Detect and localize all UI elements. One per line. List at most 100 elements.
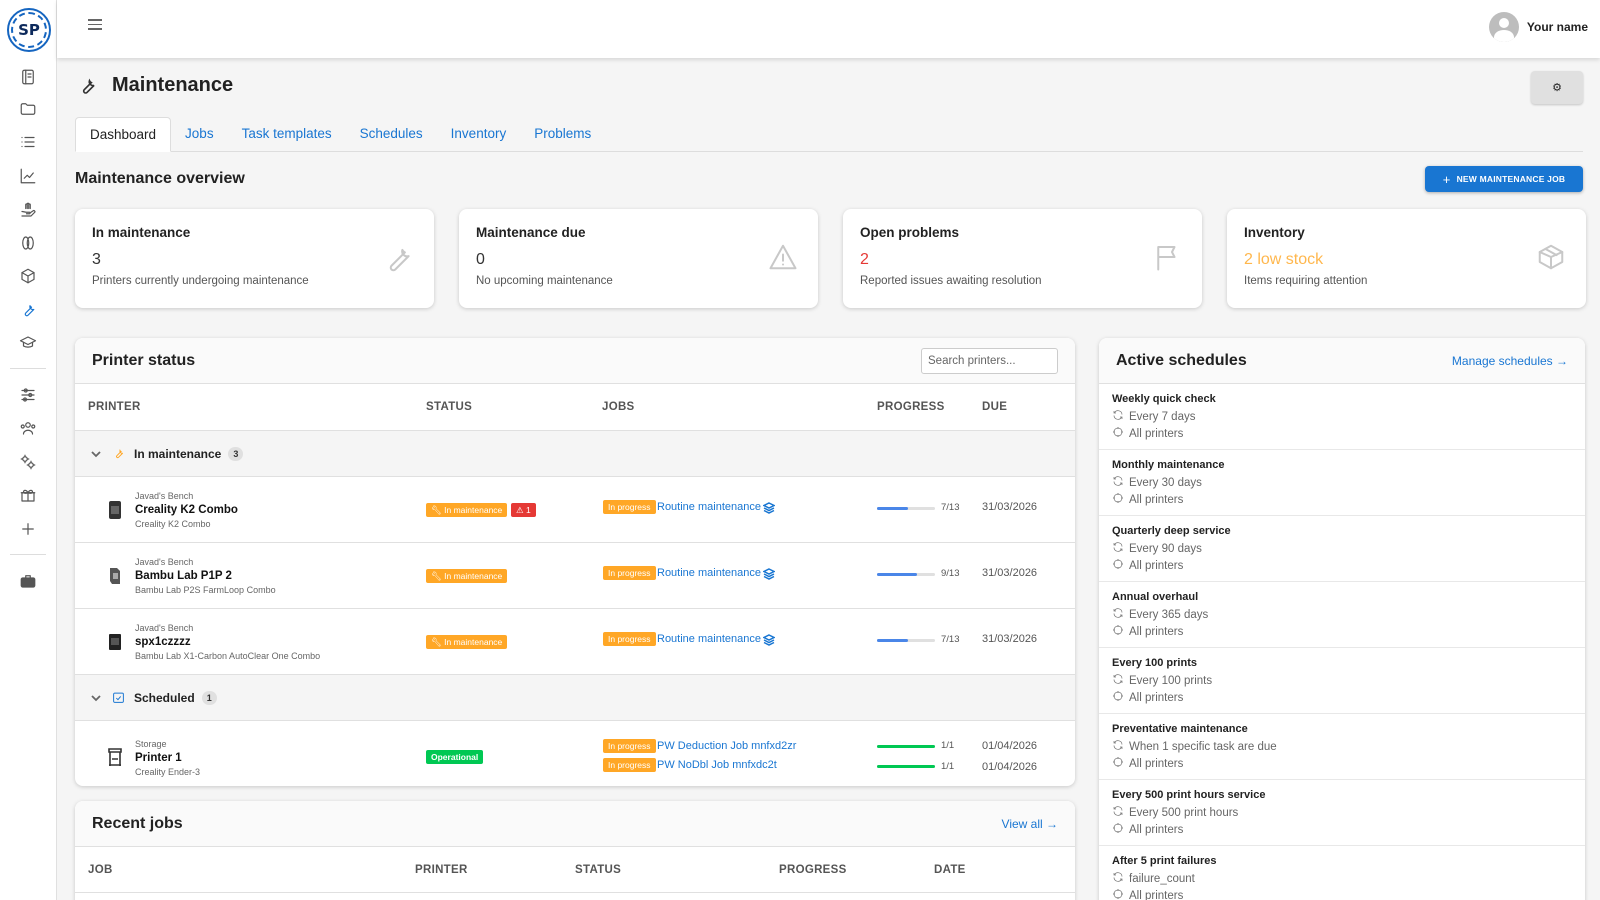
printer-name[interactable]: Printer 1 (135, 752, 182, 764)
progress-bar (877, 573, 935, 576)
column-header[interactable]: JOB (88, 864, 113, 876)
table-row[interactable]: Javad's Bench Bambu Lab P1P 2 Bambu Lab … (75, 543, 1075, 609)
group-row-scheduled[interactable]: Scheduled 1 (75, 675, 1075, 721)
briefcase-icon[interactable] (17, 570, 39, 592)
job-link[interactable]: PW NoDbl Job mnfxdc2t (657, 759, 777, 771)
gift-icon[interactable] (17, 484, 39, 506)
card-title: Inventory (1244, 225, 1305, 240)
folder-icon[interactable] (17, 98, 39, 120)
app-logo[interactable]: SP (7, 8, 51, 52)
sliders-icon[interactable] (17, 384, 39, 406)
avatar[interactable] (1488, 12, 1519, 42)
table-row[interactable]: Javad's Bench Creality K2 Combo Creality… (75, 477, 1075, 543)
job-link[interactable]: Routine maintenance (657, 567, 761, 579)
list-icon[interactable] (17, 131, 39, 153)
scope-text: All printers (1129, 757, 1184, 770)
due-date: 31/03/2026 (982, 633, 1038, 645)
job-link[interactable]: PW Deduction Job mnfxd2zr (657, 740, 797, 752)
username[interactable]: Your name (1526, 20, 1588, 34)
tab-jobs[interactable]: Jobs (185, 126, 214, 141)
stat-card-inventory[interactable]: Inventory 2 low stock Items requiring at… (1227, 209, 1586, 308)
plus-icon[interactable] (17, 518, 39, 540)
column-header[interactable]: PROGRESS (779, 864, 847, 876)
wrench-icon: 🔧︎ (431, 505, 445, 515)
tab-schedules[interactable]: Schedules (359, 126, 423, 141)
table-row[interactable]: Storage Printer 1 Creality Ender-3 Opera… (75, 721, 1075, 786)
stat-card-open-problems[interactable]: Open problems 2 Reported issues awaiting… (843, 209, 1202, 308)
settings-button[interactable]: ⚙ (1531, 71, 1583, 104)
schedule-item[interactable]: Monthly maintenance Every 30 days All prin… (1099, 450, 1585, 516)
schedule-interval: Every 7 days (1112, 409, 1195, 424)
hand-icon[interactable] (17, 199, 39, 221)
tab-problems[interactable]: Problems (534, 126, 592, 141)
column-header[interactable]: DATE (934, 864, 966, 876)
column-header[interactable]: STATUS (426, 401, 473, 413)
search-printers-input[interactable] (921, 348, 1058, 374)
column-header[interactable]: PROGRESS (877, 401, 945, 413)
job-link[interactable]: Routine maintenance (657, 633, 761, 645)
panel-title: Recent jobs (92, 815, 183, 832)
filament-icon[interactable] (17, 232, 39, 254)
column-header[interactable]: PRINTER (415, 864, 468, 876)
user-menu[interactable]: Your name (1488, 12, 1588, 42)
wrench-icon[interactable] (17, 299, 39, 321)
status-text: In maintenance (444, 505, 503, 515)
schedule-item[interactable]: After 5 print failures failure_count All p… (1099, 846, 1585, 900)
notebook-icon[interactable] (17, 66, 39, 88)
printer-status-panel: Printer status PRINTER STATUS JOBS PROGR… (75, 338, 1075, 786)
stat-card-maintenance-due[interactable]: Maintenance due 0 No upcoming maintenanc… (459, 209, 818, 308)
schedule-item[interactable]: Every 100 prints Every 100 prints All prin… (1099, 648, 1585, 714)
chart-line-icon[interactable] (17, 165, 39, 187)
schedule-item[interactable]: Quarterly deep service Every 90 days All p… (1099, 516, 1585, 582)
schedule-item[interactable]: Weekly quick check Every 7 days All printe… (1099, 384, 1585, 450)
stat-card-in-maintenance[interactable]: In maintenance 3 Printers currently unde… (75, 209, 434, 308)
schedule-scope: All printers (1112, 492, 1183, 507)
refresh-icon (1112, 673, 1124, 688)
progress-count: 9/13 (941, 568, 960, 579)
view-all-link[interactable]: View all → (1001, 817, 1058, 831)
job-link[interactable]: Routine maintenance (657, 501, 761, 513)
column-header[interactable]: DUE (982, 401, 1008, 413)
wrench-icon (82, 77, 95, 94)
printer-name[interactable]: Bambu Lab P1P 2 (135, 570, 232, 582)
alert-badge[interactable]: ⚠ 1 (511, 503, 536, 517)
interval-text: Every 30 days (1129, 476, 1202, 489)
logo-text: SP (11, 12, 47, 48)
tab-inventory[interactable]: Inventory (450, 126, 507, 141)
graduation-cap-icon[interactable] (17, 332, 39, 354)
schedule-item[interactable]: Preventative maintenance When 1 specific … (1099, 714, 1585, 780)
printer-name[interactable]: Creality K2 Combo (135, 504, 238, 516)
column-header[interactable]: PRINTER (88, 401, 141, 413)
tab-task-templates[interactable]: Task templates (241, 126, 332, 141)
progress-fill (877, 745, 935, 748)
wrench-icon (384, 242, 414, 272)
new-maintenance-job-button[interactable]: + NEW MAINTENANCE JOB (1425, 166, 1583, 192)
layers-icon[interactable] (762, 502, 776, 514)
manage-schedules-link[interactable]: Manage schedules → (1451, 354, 1568, 368)
scope-text: All printers (1129, 691, 1184, 704)
progress-count: 7/13 (941, 502, 960, 513)
users-icon[interactable] (17, 417, 39, 439)
plus-icon: + (1442, 171, 1451, 187)
group-count-badge: 3 (228, 446, 244, 461)
target-icon (1112, 822, 1124, 837)
layers-icon[interactable] (762, 634, 776, 646)
chevron-down-icon[interactable] (90, 448, 102, 460)
schedule-item[interactable]: Every 500 print hours service Every 500 p… (1099, 780, 1585, 846)
cube-icon[interactable] (17, 265, 39, 287)
column-header[interactable]: JOBS (602, 401, 635, 413)
menu-icon[interactable] (83, 16, 107, 40)
layers-icon[interactable] (762, 568, 776, 580)
gears-icon[interactable] (17, 451, 39, 473)
card-subtitle: Printers currently undergoing maintenanc… (92, 275, 309, 287)
printer-name[interactable]: spx1czzzz (135, 636, 191, 648)
tab-dashboard[interactable]: Dashboard (75, 117, 172, 152)
printer-location: Storage (135, 739, 167, 749)
group-row-in-maintenance[interactable]: In maintenance 3 (75, 431, 1075, 477)
schedule-scope: All printers (1112, 624, 1183, 639)
schedule-item[interactable]: Annual overhaul Every 365 days All printer… (1099, 582, 1585, 648)
column-header[interactable]: STATUS (575, 864, 622, 876)
card-value: 0 (476, 251, 485, 268)
chevron-down-icon[interactable] (90, 692, 102, 704)
table-row[interactable]: Javad's Bench spx1czzzz Bambu Lab X1-Car… (75, 609, 1075, 675)
